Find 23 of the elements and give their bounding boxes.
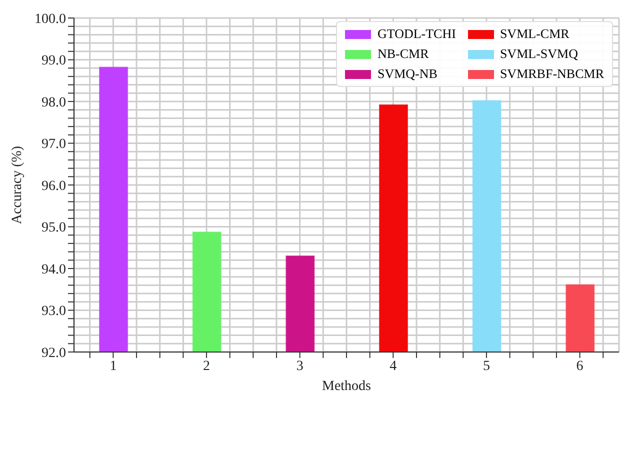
y-tick-label: 96.0 bbox=[42, 178, 66, 194]
y-tick-label: 95.0 bbox=[42, 220, 66, 236]
y-tick-label: 94.0 bbox=[42, 262, 66, 278]
y-tick-label: 100.0 bbox=[34, 12, 66, 27]
y-tick-label: 92.0 bbox=[42, 346, 66, 361]
legend-label: SVML-CMR bbox=[500, 26, 570, 42]
legend-label: SVML-SVMQ bbox=[500, 46, 578, 62]
x-tick-label: 6 bbox=[576, 358, 584, 374]
x-tick-label: 1 bbox=[110, 358, 117, 374]
y-tick-label: 99.0 bbox=[42, 54, 66, 69]
x-tick-label: 5 bbox=[482, 358, 490, 374]
y-tick-label: 98.0 bbox=[42, 95, 66, 110]
legend-label: GTODL-TCHI bbox=[377, 26, 456, 42]
x-tick-label: 4 bbox=[390, 358, 397, 374]
y-tick-label: 93.0 bbox=[42, 304, 66, 320]
legend-label: SVMQ-NB bbox=[377, 66, 438, 82]
x-axis-title: Methods bbox=[322, 379, 371, 394]
x-tick-label: 3 bbox=[296, 358, 304, 374]
x-tick-label: 2 bbox=[203, 358, 210, 374]
legend-label: NB-CMR bbox=[377, 46, 429, 62]
y-axis-title: Accuracy (%) bbox=[10, 146, 25, 224]
y-tick-label: 97.0 bbox=[42, 137, 66, 152]
legend-label: SVMRBF-NBCMR bbox=[500, 66, 604, 82]
